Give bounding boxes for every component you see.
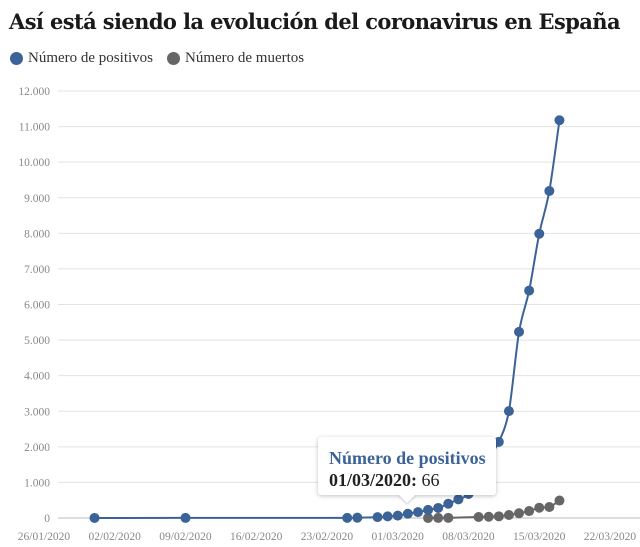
data-point (402, 508, 413, 519)
legend-item-positivos[interactable]: Número de positivos (10, 50, 153, 67)
data-point (503, 406, 514, 417)
y-tick-label: 8.000 (24, 228, 50, 240)
x-axis: 26/01/2020 02/02/2020 09/02/2020 16/02/2020… (18, 531, 637, 543)
legend-label-muertos: Número de muertos (185, 50, 305, 66)
tooltip-value: 66 (421, 470, 440, 490)
tooltip-series-name: Número de positivos (329, 448, 486, 468)
y-tick-label: 9.000 (24, 193, 50, 205)
y-axis: 0 1.000 2.000 3.000 4.000 5.000 6.000 7.000 8.00… (18, 86, 50, 525)
data-point (372, 512, 383, 523)
data-point (544, 185, 555, 196)
data-point (433, 502, 444, 513)
y-tick-label: 7.000 (24, 264, 50, 276)
data-point (412, 507, 423, 518)
series-muertos (423, 495, 565, 523)
data-point (392, 510, 403, 521)
data-point (473, 512, 484, 523)
data-point (89, 512, 100, 523)
legend-marker-positivos (10, 52, 23, 65)
data-tooltip: Número de positivos 01/03/2020: 66 (318, 437, 496, 495)
x-tick-label: 26/01/2020 (18, 531, 71, 543)
chart-legend: Número de positivos Número de muertos (10, 50, 304, 67)
y-tick-label: 4.000 (24, 371, 50, 383)
y-tick-label: 6.000 (24, 300, 50, 312)
data-point (453, 494, 464, 505)
data-point (554, 115, 565, 126)
data-point (433, 512, 444, 523)
data-point (180, 512, 191, 523)
data-point (443, 512, 454, 523)
y-tick-label: 2.000 (24, 442, 50, 454)
data-point (493, 511, 504, 522)
data-point (514, 326, 525, 337)
series-positivos (89, 115, 565, 523)
y-tick-label: 1.000 (24, 477, 50, 489)
y-tick-label: 0 (44, 513, 50, 525)
data-point (524, 506, 535, 517)
x-tick-label: 23/02/2020 (301, 531, 354, 543)
x-tick-label: 08/03/2020 (442, 531, 495, 543)
data-point (534, 228, 545, 239)
x-tick-label: 22/03/2020 (584, 531, 637, 543)
data-point (514, 508, 525, 519)
data-point (503, 510, 514, 521)
tooltip-value-line: 01/03/2020: 66 (329, 469, 496, 491)
y-tick-label: 10.000 (18, 157, 50, 169)
data-point (524, 285, 535, 296)
data-point (483, 511, 494, 522)
data-point (554, 495, 565, 506)
data-point (423, 512, 434, 523)
data-point (423, 504, 434, 515)
data-point (493, 436, 504, 447)
legend-label-positivos: Número de positivos (28, 50, 153, 66)
x-tick-label: 15/03/2020 (513, 531, 566, 543)
x-tick-label: 01/03/2020 (372, 531, 425, 543)
x-tick-label: 02/02/2020 (89, 531, 142, 543)
y-tick-label: 3.000 (24, 406, 50, 418)
data-point (342, 512, 353, 523)
data-point (534, 502, 545, 513)
tooltip-date: 01/03/2020: (329, 470, 417, 490)
data-point (382, 511, 393, 522)
y-tick-label: 5.000 (24, 335, 50, 347)
y-tick-label: 11.000 (19, 122, 50, 134)
legend-item-muertos[interactable]: Número de muertos (167, 50, 304, 67)
data-point (352, 512, 363, 523)
data-point (443, 498, 454, 509)
y-tick-label: 12.000 (18, 86, 50, 98)
x-tick-label: 09/02/2020 (159, 531, 212, 543)
data-point (544, 502, 555, 513)
x-tick-label: 16/02/2020 (230, 531, 283, 543)
chart-title: Así está siendo la evolución del coronav… (9, 9, 621, 34)
legend-marker-muertos (167, 52, 180, 65)
